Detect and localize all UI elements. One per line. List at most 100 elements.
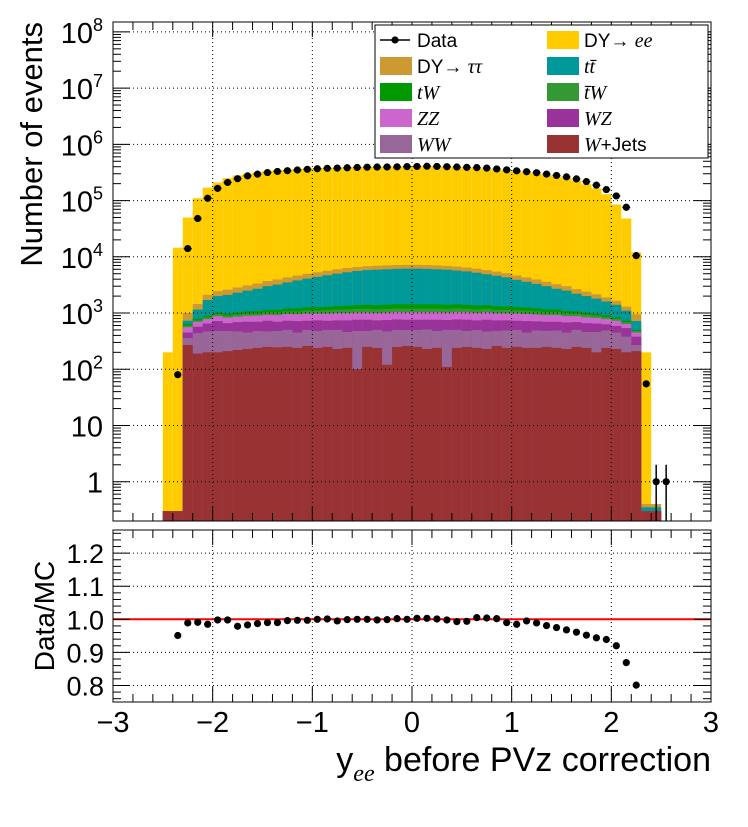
ratio-plot-frame [112,529,712,703]
ratio-point-11 [283,617,292,625]
legend-math-7: WZ [584,108,613,130]
ratio-point-33 [503,619,511,627]
ytick-label-6-base: 10 [61,130,93,162]
xtick-label-5: 2 [603,707,619,739]
bar-W+Jets-26 [421,348,432,521]
data-point-8 [253,170,262,178]
legend-label-9: W+Jets [584,134,647,156]
data-point-16 [333,164,341,172]
ratio-point-41 [582,631,591,639]
legend-swatch-4 [380,83,412,101]
ratio-ytick-label-3: 1.1 [66,572,104,602]
xtick-label-1: −2 [196,707,229,739]
ratio-point-1 [184,619,192,627]
legend-label-1: DY→ ee [584,30,653,52]
data-point-27 [443,163,451,171]
data-point-49 [662,478,670,486]
ytick-label-2-exp: 2 [93,352,103,372]
ytick-label-8-base: 10 [61,18,93,50]
data-point-13 [303,165,311,173]
ratio-point-8 [253,620,262,628]
data-point-28 [453,163,461,171]
ratio-ytick-label-1: 0.9 [66,638,104,668]
bar-W+Jets-12 [282,346,293,521]
data-point-30 [473,163,481,172]
ratio-point-10 [273,619,282,627]
bar-W+Jets-5 [212,352,223,521]
legend-swatch-3 [547,57,579,75]
legend-swatch-9 [547,135,579,153]
ytick-label-2: 102 [61,352,103,387]
legend-swatch-6 [380,109,412,127]
ratio-point-3 [204,620,212,628]
bar-W+Jets-48 [641,511,652,521]
bar-W+Jets-47 [631,351,642,521]
ytick-label-1: 10 [71,411,103,443]
xtick-label-3: 0 [404,707,420,739]
bar-W+Jets-37 [531,347,542,521]
bar-W+Jets-44 [601,347,612,521]
ratio-point-20 [373,616,381,624]
data-point-48 [652,478,660,486]
main-plot-frame [112,21,712,522]
data-point-29 [463,163,471,171]
ytick-label-4-base: 10 [61,243,93,275]
bar-DYee-1 [172,247,183,522]
data-point-22 [393,163,401,171]
data-point-6 [233,175,242,183]
legend-swatch-7 [547,109,579,127]
ratio-point-38 [552,623,561,632]
ytick-label-2-base: 10 [61,355,93,387]
data-point-32 [493,165,501,173]
bar-W+Jets-45 [611,348,622,521]
ytick-label-4-exp: 4 [93,240,103,260]
data-point-34 [513,167,521,175]
ratio-point-4 [214,616,222,624]
data-point-43 [602,185,610,194]
legend-math-8: WW [417,134,453,156]
bar-W+Jets-17 [332,348,343,521]
data-points [174,162,670,486]
ratio-point-21 [383,616,391,624]
bar-W+Jets-11 [272,347,283,521]
bar-W+Jets-23 [392,346,403,521]
data-point-39 [562,173,571,181]
ratio-point-18 [353,615,361,623]
ytick-label-3: 103 [61,296,103,331]
bar-W+Jets-21 [372,347,383,521]
ratio-point-7 [243,621,252,629]
ratio-point-34 [513,620,521,628]
legend-prefix-1: DY→ [584,31,635,52]
ytick-label-6: 106 [61,127,103,162]
ratio-point-40 [572,628,581,636]
data-point-38 [552,171,561,180]
data-point-1 [184,244,192,253]
data-point-15 [323,164,331,172]
ratio-point-46 [632,681,640,689]
bar-W+Jets-7 [232,349,243,521]
legend-label-data: Data [417,31,458,52]
bar-W+Jets-36 [521,347,532,521]
ratio-y-axis-label: Data/MC [29,561,60,671]
legend-swatch-1 [547,31,579,49]
legend-math-1: ee [635,30,653,52]
legend-math-2: ττ [468,56,483,78]
data-point-40 [572,175,581,183]
bar-W+Jets-43 [591,352,602,521]
data-point-3 [204,194,212,202]
ratio-axis-ticks [112,530,712,702]
data-point-25 [423,162,431,170]
ytick-label-0-base: 1 [87,468,103,500]
ratio-point-17 [343,616,351,624]
ratio-point-27 [443,616,451,624]
ytick-label-8: 108 [61,15,103,50]
stack-bars [162,166,662,522]
legend-math-6: ZZ [417,108,440,130]
ratio-points [174,614,640,689]
legend-data-marker [391,36,399,44]
bar-W+Jets-13 [292,347,303,521]
bar-W+Jets-1 [172,511,183,521]
data-point-23 [403,163,411,171]
legend-math-3: tt̄ [584,56,597,78]
